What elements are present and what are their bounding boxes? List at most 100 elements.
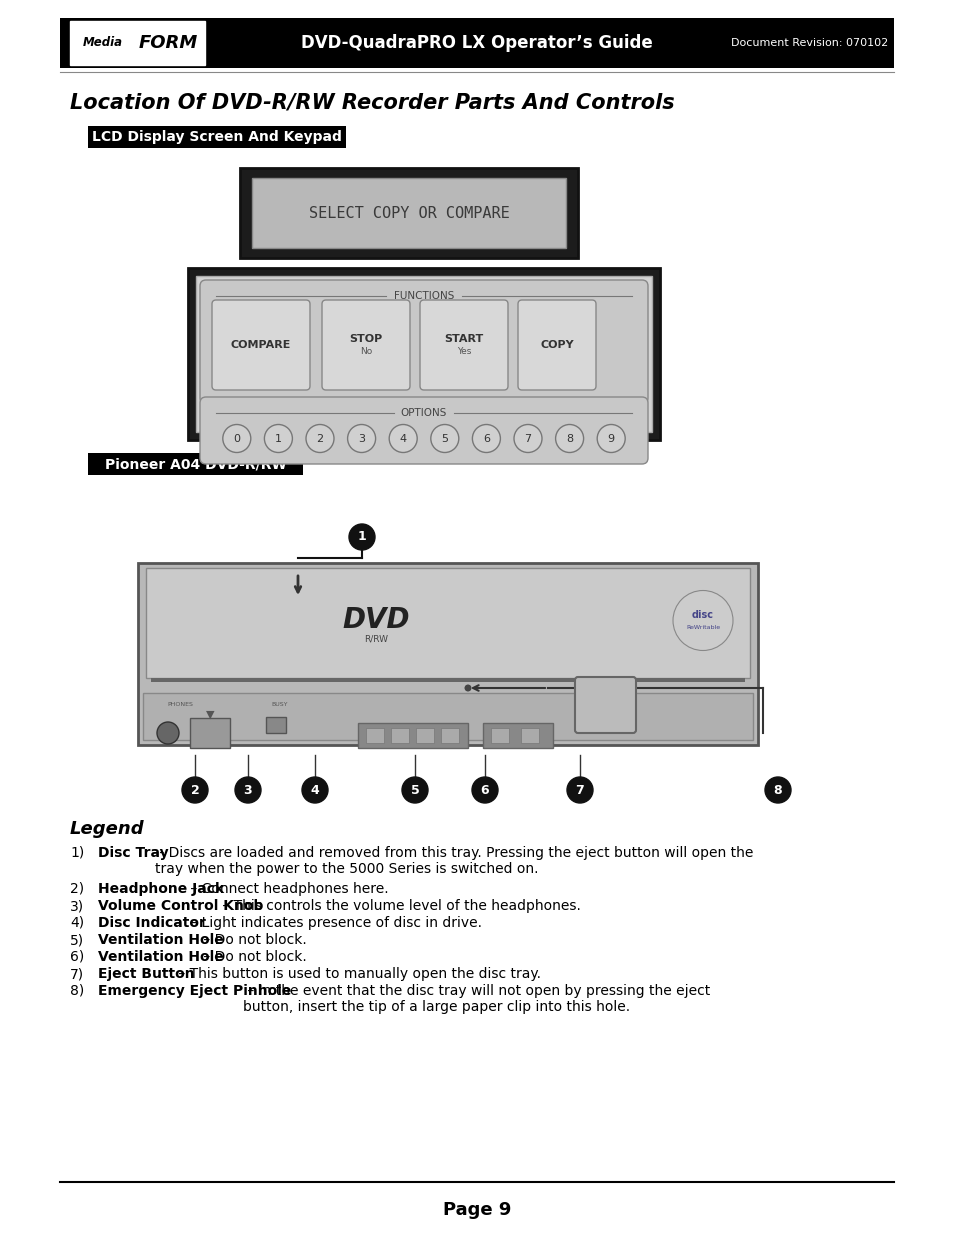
Text: - Discs are loaded and removed from this tray. Pressing the eject button will op: - Discs are loaded and removed from this… [154, 846, 752, 876]
Text: Eject Button: Eject Button [98, 967, 194, 981]
Circle shape [223, 425, 251, 452]
Text: Disc Indicator: Disc Indicator [98, 916, 206, 930]
Bar [188, 268, 659, 440]
Text: FORM: FORM [138, 35, 197, 52]
Text: 7: 7 [524, 433, 531, 443]
Bar [60, 19, 893, 68]
Text: Document Revision: 070102: Document Revision: 070102 [730, 38, 887, 48]
Circle shape [234, 777, 261, 803]
Text: 8: 8 [565, 433, 573, 443]
FancyBboxPatch shape [575, 677, 636, 734]
Text: STOP: STOP [349, 333, 382, 345]
FancyBboxPatch shape [419, 300, 507, 390]
Text: Location Of DVD-R/RW Recorder Parts And Controls: Location Of DVD-R/RW Recorder Parts And … [70, 91, 674, 112]
Circle shape [302, 777, 328, 803]
FancyBboxPatch shape [517, 300, 596, 390]
Text: 1): 1) [70, 846, 84, 860]
Bar [240, 168, 578, 258]
Circle shape [347, 425, 375, 452]
Text: 5): 5) [70, 932, 84, 947]
Bar [138, 563, 758, 745]
Text: – Do not block.: – Do not block. [198, 932, 306, 947]
Text: Legend: Legend [70, 820, 145, 839]
Text: – Light indicates presence of disc in drive.: – Light indicates presence of disc in dr… [186, 916, 481, 930]
Text: 5: 5 [441, 433, 448, 443]
Text: 8): 8) [70, 984, 84, 998]
Text: ReWritable: ReWritable [685, 625, 720, 630]
Text: SELECT COPY OR COMPARE: SELECT COPY OR COMPARE [309, 205, 509, 221]
Text: Pioneer A04 DVD-R/RW: Pioneer A04 DVD-R/RW [105, 457, 286, 471]
Bar [391, 727, 409, 743]
Text: – Do not block.: – Do not block. [198, 950, 306, 965]
Text: COPY: COPY [539, 340, 573, 350]
Text: DVD: DVD [342, 606, 410, 635]
Text: 7: 7 [575, 783, 584, 797]
Text: Ventilation Hole: Ventilation Hole [98, 950, 224, 965]
Text: – Connect headphones here.: – Connect headphones here. [186, 882, 389, 897]
Circle shape [472, 425, 500, 452]
Circle shape [597, 425, 624, 452]
Circle shape [566, 777, 593, 803]
Bar [520, 727, 538, 743]
Circle shape [264, 425, 292, 452]
Bar [366, 727, 384, 743]
Text: Volume Control Knob: Volume Control Knob [98, 899, 263, 913]
FancyBboxPatch shape [200, 396, 647, 464]
Text: COMPARE: COMPARE [231, 340, 291, 350]
Text: – In the event that the disc tray will not open by pressing the eject
button, in: – In the event that the disc tray will n… [243, 984, 709, 1014]
Bar [252, 178, 565, 248]
Text: disc: disc [691, 610, 713, 620]
Text: PHONES: PHONES [167, 703, 193, 708]
Bar [195, 275, 651, 432]
Text: 6): 6) [70, 950, 84, 965]
Text: Ventilation Hole: Ventilation Hole [98, 932, 224, 947]
Text: Headphone Jack: Headphone Jack [98, 882, 224, 897]
Text: OPTIONS: OPTIONS [400, 408, 447, 417]
Text: 3: 3 [357, 433, 365, 443]
Circle shape [672, 590, 732, 651]
Bar [70, 21, 205, 65]
Bar [151, 678, 744, 682]
Text: 1: 1 [274, 433, 281, 443]
Bar [416, 727, 434, 743]
Circle shape [555, 425, 583, 452]
Text: DVD-QuadraPRO LX Operator’s Guide: DVD-QuadraPRO LX Operator’s Guide [301, 35, 652, 52]
Bar [88, 126, 346, 148]
Circle shape [349, 524, 375, 550]
Bar [491, 727, 509, 743]
Text: Disc Tray: Disc Tray [98, 846, 169, 860]
Text: 0: 0 [233, 433, 240, 443]
Text: Media: Media [83, 37, 123, 49]
Bar [440, 727, 458, 743]
Text: FUNCTIONS: FUNCTIONS [394, 291, 454, 301]
Circle shape [306, 425, 334, 452]
Text: LCD Display Screen And Keypad: LCD Display Screen And Keypad [92, 130, 341, 144]
Bar [190, 718, 230, 748]
Bar [143, 693, 752, 740]
Text: 9: 9 [607, 433, 614, 443]
Text: 3): 3) [70, 899, 84, 913]
Text: 6: 6 [480, 783, 489, 797]
Text: – This button is used to manually open the disc tray.: – This button is used to manually open t… [173, 967, 540, 981]
Text: 7): 7) [70, 967, 84, 981]
Circle shape [514, 425, 541, 452]
Text: 2: 2 [191, 783, 199, 797]
Bar [357, 722, 468, 748]
Bar [482, 722, 553, 748]
FancyBboxPatch shape [212, 300, 310, 390]
Text: 4: 4 [399, 433, 406, 443]
Text: START: START [444, 333, 483, 345]
Bar [146, 568, 749, 678]
Text: No: No [359, 347, 372, 357]
Circle shape [157, 722, 179, 743]
Text: 6: 6 [482, 433, 490, 443]
Text: 2: 2 [316, 433, 323, 443]
Circle shape [389, 425, 416, 452]
Text: Emergency Eject Pinhole: Emergency Eject Pinhole [98, 984, 291, 998]
Circle shape [431, 425, 458, 452]
Text: 1: 1 [357, 531, 366, 543]
Circle shape [182, 777, 208, 803]
Text: 4): 4) [70, 916, 84, 930]
Text: 5: 5 [410, 783, 419, 797]
Circle shape [764, 777, 790, 803]
